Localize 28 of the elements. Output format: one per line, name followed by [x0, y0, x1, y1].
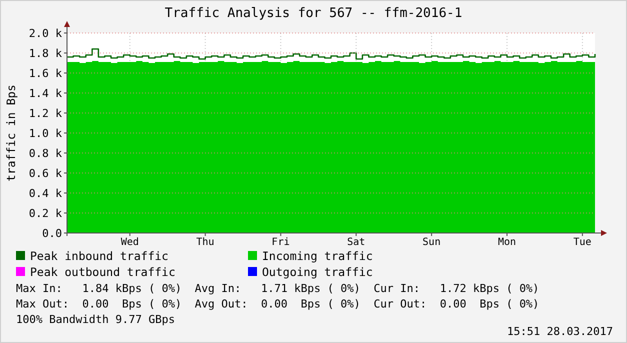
text: 15:51 28.03.2017 [507, 324, 613, 338]
y-axis-title: traffic in Bps [4, 84, 18, 182]
y-tick-label: 1.8 k [28, 46, 62, 60]
y-tick-label: 1.0 k [28, 126, 62, 140]
y-tick-label: 1.4 k [28, 86, 62, 100]
text: 100% Bandwidth 9.77 GBps [16, 312, 175, 326]
chart-title: Traffic Analysis for 567 -- ffm-2016-1 [164, 6, 462, 21]
x-tick-label: Sun [422, 237, 441, 248]
legend-label: Incoming traffic [262, 249, 373, 264]
x-tick-label: Thu [196, 237, 214, 248]
y-tick-label: 0.6 k [28, 166, 62, 180]
legend-label: Outgoing traffic [262, 265, 373, 280]
x-tick-label: Sat [347, 237, 366, 248]
y-tick-label: 0.4 k [28, 186, 62, 200]
text: Max In: 1.84 kBps ( 0%) Avg In: 1.71 kBps ( 0%) Cur In: 1.72 kBps ( 0%) [16, 282, 540, 295]
text: Max Out: 0.00 Bps ( 0%) Avg Out: 0.00 Bps ( 0%) Cur Out: 0.00 Bps ( 0%) [16, 297, 540, 310]
y-tick-label: 1.2 k [28, 106, 62, 120]
legend-label: Peak inbound traffic [30, 249, 168, 264]
x-tick-label: Tue [573, 237, 592, 248]
x-tick-label: Wed [120, 237, 139, 248]
x-tick-label: Mon [498, 237, 516, 248]
y-tick-label: 0.8 k [28, 146, 62, 160]
y-tick-label: 0.2 k [28, 206, 62, 220]
y-tick-label: 2.0 k [28, 26, 62, 40]
y-tick-label: 0.0 [42, 226, 62, 240]
x-tick-label: Fri [272, 237, 290, 248]
legend-label: Peak outbound traffic [30, 265, 176, 280]
y-tick-label: 1.6 k [28, 66, 62, 80]
